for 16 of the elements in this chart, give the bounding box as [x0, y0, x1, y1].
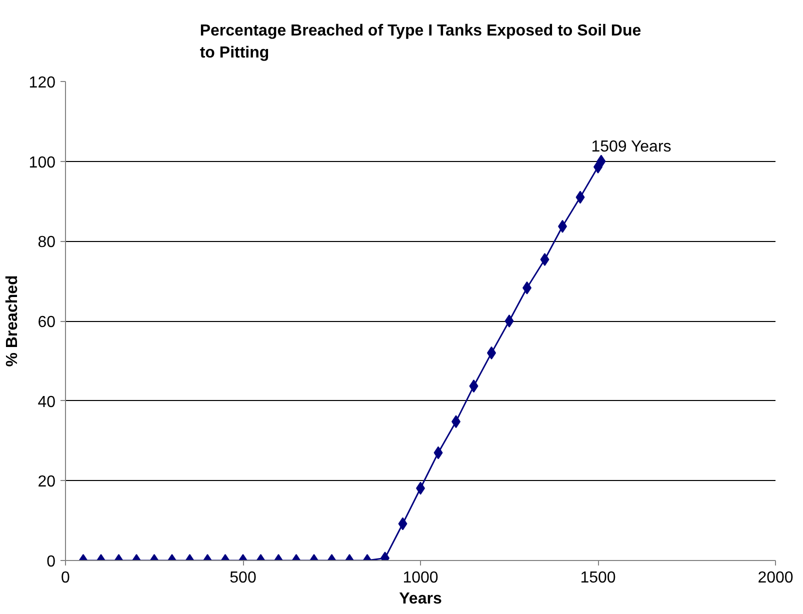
y-axis-title: % Breached: [4, 275, 21, 367]
x-axis-title: Years: [399, 590, 442, 608]
y-tick-label: 20: [38, 474, 56, 491]
x-tick-label: 1500: [580, 570, 616, 586]
x-tick-label: 0: [61, 570, 70, 586]
y-tick-label: 0: [46, 554, 56, 570]
chart-title: Percentage Breached of Type I Tanks Exposed to Soil Due to Pitting: [200, 22, 642, 62]
y-tick-label: 40: [38, 394, 56, 411]
x-tick-label: 2000: [758, 570, 794, 586]
y-tick-label: 100: [28, 154, 56, 172]
x-tick-label: 1000: [402, 570, 438, 586]
y-tick-label: 80: [38, 234, 56, 252]
annotation: 1509 Years: [591, 138, 672, 156]
y-tick-label: 60: [38, 314, 56, 331]
y-tick-label: 120: [28, 74, 56, 92]
x-tick-label: 500: [230, 570, 256, 586]
